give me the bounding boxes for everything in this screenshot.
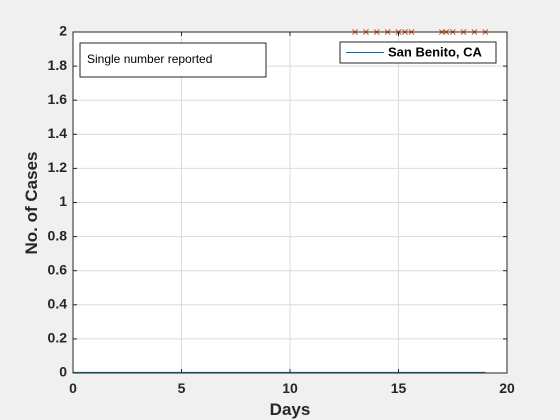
y-axis-label: No. of Cases xyxy=(22,152,41,255)
legend-entry-san-benito: San Benito, CA xyxy=(388,44,483,59)
y-tick-label: 0 xyxy=(59,364,67,380)
y-tick-label: 1.4 xyxy=(48,125,68,141)
x-tick-label: 15 xyxy=(391,380,407,396)
annotation-text: Single number reported xyxy=(87,52,212,66)
x-tick-label: 5 xyxy=(178,380,186,396)
tick-labels: 0 5 10 15 20 0 0.2 0.4 0.6 0.8 1 1.2 1.4 1.6 1.8 2 xyxy=(48,23,515,396)
y-tick-label: 1 xyxy=(59,193,67,209)
annotation-box: Single number reported xyxy=(79,42,267,78)
y-tick-label: 1.8 xyxy=(48,57,68,73)
x-tick-label: 0 xyxy=(69,380,77,396)
x-axis-label: Days xyxy=(270,400,311,419)
legend-box xyxy=(339,41,497,64)
y-tick-label: 0.8 xyxy=(48,227,68,243)
y-tick-label: 2 xyxy=(59,23,67,39)
axis-ticks xyxy=(72,31,508,374)
grid-lines xyxy=(72,31,508,374)
legend: San Benito, CA xyxy=(339,41,497,64)
y-tick-label: 1.6 xyxy=(48,91,68,107)
y-tick-label: 0.6 xyxy=(48,261,68,277)
y-tick-label: 0.4 xyxy=(48,296,68,312)
x-tick-label: 10 xyxy=(282,380,298,396)
y-tick-label: 0.2 xyxy=(48,330,68,346)
y-tick-label: 1.2 xyxy=(48,159,68,175)
x-tick-label: 20 xyxy=(499,380,515,396)
